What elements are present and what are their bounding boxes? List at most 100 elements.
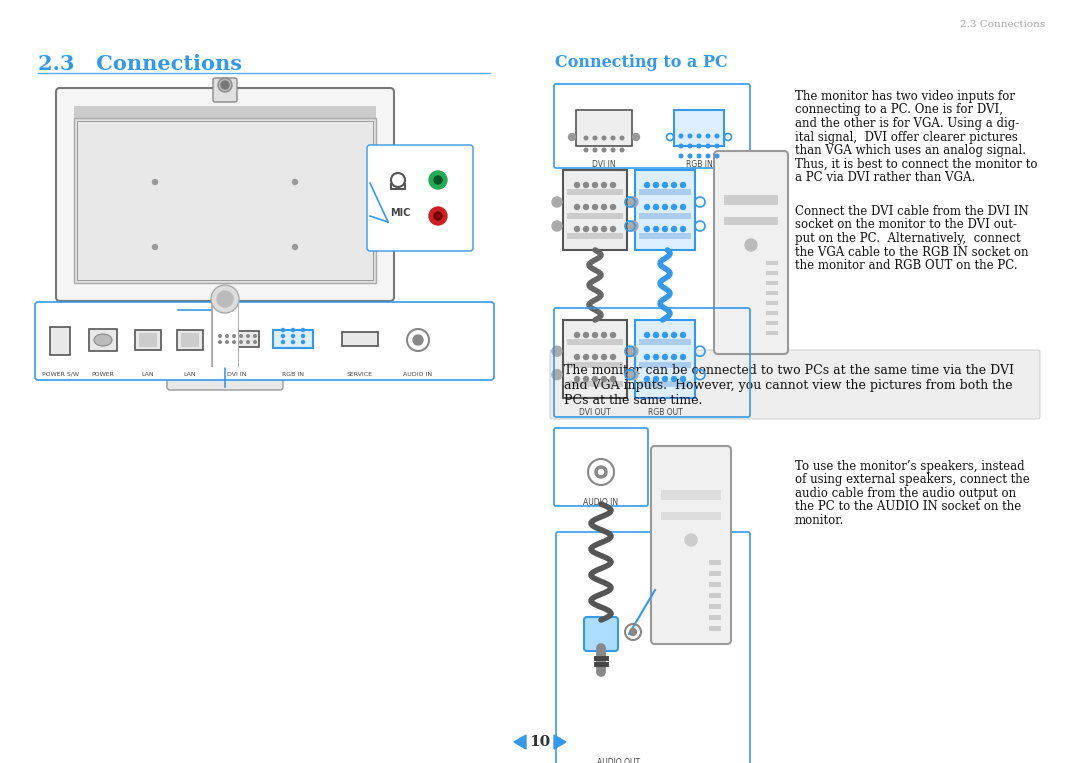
Circle shape <box>706 144 710 148</box>
Circle shape <box>602 355 607 359</box>
Text: POWER: POWER <box>92 372 114 377</box>
Text: DVI IN: DVI IN <box>227 372 246 377</box>
Circle shape <box>552 221 562 231</box>
Bar <box>708 626 721 631</box>
Circle shape <box>583 227 589 231</box>
Circle shape <box>593 333 597 337</box>
Bar <box>75 118 376 283</box>
Circle shape <box>282 334 284 337</box>
FancyBboxPatch shape <box>550 350 1040 419</box>
Circle shape <box>653 355 659 359</box>
Text: Thus, it is best to connect the monitor to: Thus, it is best to connect the monitor … <box>795 157 1038 170</box>
Bar <box>766 311 778 315</box>
Circle shape <box>680 355 686 359</box>
Text: DVI OUT: DVI OUT <box>579 408 611 417</box>
Circle shape <box>627 346 638 356</box>
Text: MIC: MIC <box>390 208 410 218</box>
Circle shape <box>292 329 295 331</box>
Circle shape <box>413 335 423 345</box>
Circle shape <box>584 137 588 140</box>
Circle shape <box>282 340 284 343</box>
Circle shape <box>152 244 158 250</box>
Circle shape <box>583 333 589 337</box>
Text: Connect the DVI cable from the DVI IN: Connect the DVI cable from the DVI IN <box>795 205 1029 218</box>
Circle shape <box>246 335 249 337</box>
Circle shape <box>662 227 667 231</box>
Circle shape <box>575 333 580 337</box>
Circle shape <box>240 335 242 337</box>
Circle shape <box>645 355 649 359</box>
Bar <box>635 170 696 250</box>
Text: the PC to the AUDIO IN socket on the: the PC to the AUDIO IN socket on the <box>795 501 1022 513</box>
Circle shape <box>293 179 297 185</box>
Circle shape <box>688 154 692 158</box>
Text: 10: 10 <box>529 735 551 749</box>
Circle shape <box>633 134 639 140</box>
Circle shape <box>745 239 757 251</box>
Circle shape <box>610 355 616 359</box>
Bar <box>639 213 691 219</box>
Bar <box>766 331 778 335</box>
Text: RGB IN: RGB IN <box>282 372 303 377</box>
FancyBboxPatch shape <box>554 428 648 506</box>
Bar <box>639 233 691 239</box>
Circle shape <box>611 137 615 140</box>
Circle shape <box>598 469 604 475</box>
Circle shape <box>645 376 649 382</box>
Circle shape <box>645 227 649 231</box>
Bar <box>50 327 70 355</box>
Circle shape <box>583 182 589 188</box>
Circle shape <box>630 629 636 636</box>
Circle shape <box>434 176 442 184</box>
Circle shape <box>645 182 649 188</box>
Bar <box>766 321 778 325</box>
Circle shape <box>662 355 667 359</box>
Circle shape <box>602 376 607 382</box>
Circle shape <box>672 227 676 231</box>
Polygon shape <box>554 735 566 749</box>
Bar <box>139 333 157 347</box>
Circle shape <box>611 148 615 152</box>
Circle shape <box>232 335 235 337</box>
Bar <box>567 382 623 388</box>
Bar <box>708 582 721 587</box>
Circle shape <box>672 333 676 337</box>
Circle shape <box>221 81 229 89</box>
Circle shape <box>620 148 624 152</box>
Bar <box>89 329 117 351</box>
Bar <box>766 271 778 275</box>
Circle shape <box>627 221 638 231</box>
Circle shape <box>610 227 616 231</box>
Circle shape <box>602 333 607 337</box>
Text: monitor.: monitor. <box>795 514 845 527</box>
FancyBboxPatch shape <box>584 617 618 651</box>
Text: connecting to a PC. One is for DVI,: connecting to a PC. One is for DVI, <box>795 104 1003 117</box>
FancyBboxPatch shape <box>35 302 494 380</box>
Circle shape <box>593 227 597 231</box>
Circle shape <box>653 182 659 188</box>
Circle shape <box>698 134 701 138</box>
Circle shape <box>292 340 295 343</box>
Circle shape <box>662 182 667 188</box>
Bar <box>766 281 778 285</box>
Circle shape <box>211 285 239 313</box>
Circle shape <box>698 144 701 148</box>
Circle shape <box>610 376 616 382</box>
Bar <box>567 213 623 219</box>
Text: POWER S/W: POWER S/W <box>41 372 79 377</box>
Text: 2.3 Connections: 2.3 Connections <box>960 20 1045 29</box>
Circle shape <box>680 204 686 210</box>
Circle shape <box>575 227 580 231</box>
Circle shape <box>434 212 442 220</box>
Circle shape <box>218 335 221 337</box>
Text: AUDIO IN: AUDIO IN <box>583 498 619 507</box>
FancyBboxPatch shape <box>651 446 731 644</box>
Text: AUDIO IN: AUDIO IN <box>404 372 433 377</box>
Circle shape <box>575 182 580 188</box>
Circle shape <box>152 179 158 185</box>
Circle shape <box>680 182 686 188</box>
Bar <box>674 110 724 146</box>
FancyBboxPatch shape <box>56 88 394 301</box>
Circle shape <box>685 534 697 546</box>
Circle shape <box>575 355 580 359</box>
